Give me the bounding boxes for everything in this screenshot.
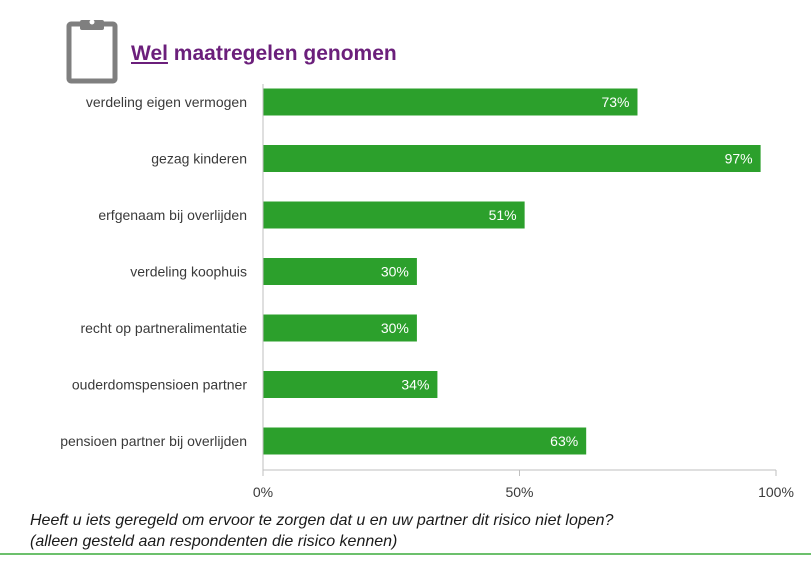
data-label: 97%: [725, 151, 753, 167]
x-tick-label: 100%: [758, 484, 794, 500]
data-label: 63%: [550, 433, 578, 449]
x-axis: 0% 50% 100%: [253, 84, 794, 500]
data-label: 51%: [489, 207, 517, 223]
category-labels: verdeling eigen vermogen gezag kinderen er…: [60, 94, 247, 449]
x-tick-label: 50%: [505, 484, 533, 500]
data-label: 30%: [381, 264, 409, 280]
chart-title-rest: maatregelen genomen: [167, 42, 397, 65]
survey-question: Heeft u iets geregeld om ervoor te zorge…: [30, 510, 613, 552]
data-labels: 73% 97% 51% 30% 30% 34% 63%: [381, 94, 753, 449]
bar: [263, 88, 638, 116]
category-label: ouderdomspensioen partner: [72, 377, 247, 393]
bottom-divider: [0, 553, 811, 555]
category-label: recht op partneralimentatie: [80, 320, 247, 336]
question-line-1: Heeft u iets geregeld om ervoor te zorge…: [30, 512, 614, 529]
clipboard-icon: [66, 18, 118, 89]
category-label: gezag kinderen: [151, 151, 247, 167]
category-label: verdeling koophuis: [130, 264, 247, 280]
bars-layer: [263, 88, 761, 455]
bar: [263, 201, 525, 229]
chart-title-emphasis: Wel: [131, 42, 168, 65]
data-label: 30%: [381, 320, 409, 336]
chart-title: Wel maatregelen genomen: [131, 42, 397, 66]
bar: [263, 371, 438, 398]
bar: [263, 314, 417, 342]
category-label: verdeling eigen vermogen: [86, 94, 247, 110]
question-line-2: (alleen gesteld aan respondenten die ris…: [30, 533, 398, 550]
bar: [263, 145, 761, 172]
category-label: erfgenaam bij overlijden: [98, 207, 247, 223]
bar: [263, 427, 587, 455]
data-label: 73%: [601, 94, 629, 110]
data-label: 34%: [401, 377, 429, 393]
x-tick-label: 0%: [253, 484, 273, 500]
category-label: pensioen partner bij overlijden: [60, 433, 247, 449]
bar: [263, 258, 417, 285]
